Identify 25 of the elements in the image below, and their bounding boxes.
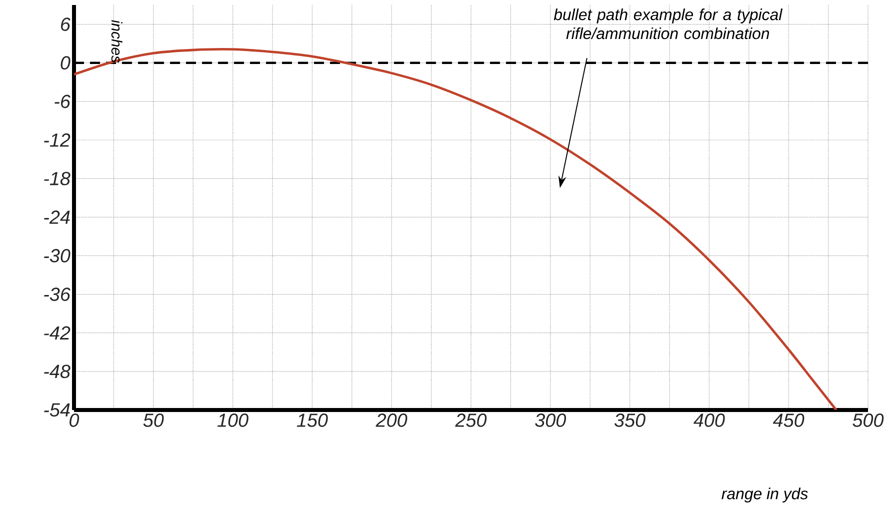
x-tick-label: 500 [852,414,884,427]
x-tick-label: 400 [694,414,725,427]
y-tick-label: -48 [44,364,70,378]
x-tick-label: 250 [455,414,487,427]
x-tick-label: 350 [614,414,646,427]
x-tick-label: 200 [376,414,408,427]
x-tick-label: 150 [296,414,328,427]
y-tick-label: -6 [54,94,70,108]
y-tick-label: -30 [44,249,70,262]
y-tick-label: -54 [44,403,70,417]
y-tick-label: 6 [61,18,70,31]
x-axis-title: range in yds [722,488,808,502]
y-tick-label: -18 [44,172,70,186]
y-tick-label: -42 [44,326,70,340]
x-tick-label: 0 [70,414,80,427]
y-tick-label: -24 [44,210,70,224]
x-tick-label: 50 [143,414,164,427]
x-tick-label: 300 [535,414,566,427]
y-tick-label: 0 [60,56,70,70]
annotation: bullet path example for a typical rifle/ammunition combination [554,8,783,40]
y-tick-label: -12 [44,133,70,147]
x-tick-label: 100 [217,414,248,427]
y-axis-title: inches [111,20,122,63]
x-tick-label: 450 [772,414,804,427]
y-tick-label: -36 [44,288,70,301]
